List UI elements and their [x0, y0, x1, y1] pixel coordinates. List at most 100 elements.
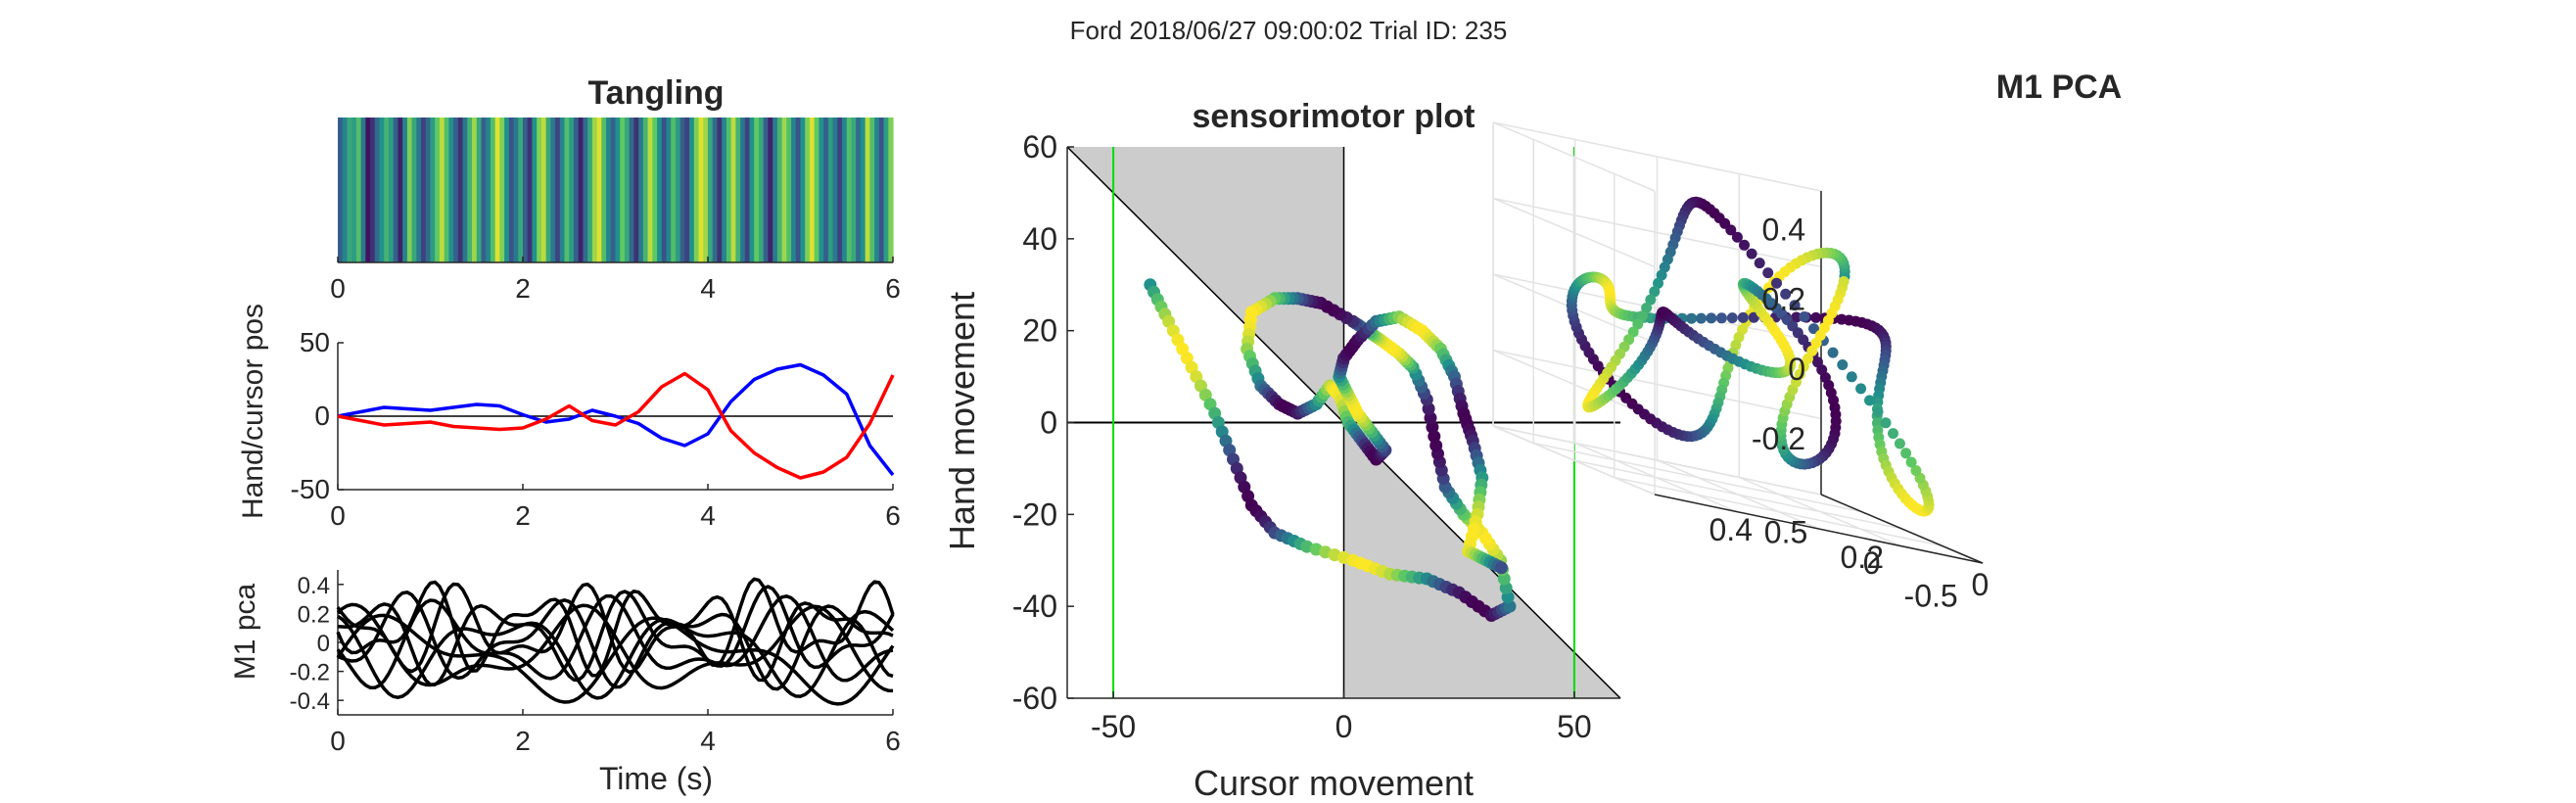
tangling-cell — [393, 118, 399, 262]
tangling-cell — [406, 118, 413, 262]
tangling-cell — [679, 118, 685, 262]
hand-cursor-ylabel: Hand/cursor pos — [237, 304, 269, 519]
tangling-cell — [411, 118, 417, 262]
x-tick-label: 6 — [885, 500, 901, 531]
m1-pca-3d-point — [1780, 288, 1792, 300]
tangling-cell — [800, 118, 806, 262]
m1-pca-3d-point — [1739, 239, 1750, 251]
m1-pca-3d-point — [1910, 465, 1922, 476]
sensorimotor-y-tick-label: 20 — [1022, 313, 1057, 349]
m1-pca-3d-gridline — [1738, 476, 1901, 547]
tangling-cell — [347, 118, 352, 262]
tangling-cell — [583, 118, 588, 262]
tangling-cell — [439, 118, 445, 262]
tangling-cell — [564, 118, 570, 262]
tangling-cell — [846, 118, 853, 262]
sensorimotor-y-tick-label: -40 — [1012, 589, 1057, 624]
tangling-cell — [888, 118, 894, 262]
tangling-title: Tangling — [587, 74, 724, 112]
m1-pca-3d-point — [1645, 294, 1657, 306]
m1-pca-3d-y-tick-label: 0 — [1863, 545, 1881, 581]
tangling-cell — [527, 118, 534, 262]
m1-pca-3d-y-axis — [1820, 494, 1984, 564]
m1-pca-3d-point — [1900, 448, 1912, 459]
tangling-cell — [578, 118, 585, 262]
tangling-cell — [717, 118, 723, 262]
y-tick-label: -50 — [291, 474, 330, 504]
m1-pca-3d-point — [1810, 311, 1822, 323]
m1-pca-3d-point — [1799, 311, 1810, 322]
tangling-cell — [540, 118, 547, 262]
tangling-cell — [805, 118, 811, 262]
m1-pca-3d-point — [1855, 383, 1867, 395]
tangling-cell — [472, 118, 478, 262]
tangling-cell — [837, 118, 843, 262]
tangling-cell — [693, 118, 700, 262]
tangling-cell — [374, 118, 381, 262]
tangling-cell — [698, 118, 704, 262]
m1-pca-3d-point — [1894, 438, 1905, 449]
m1-pca-3d-z-tick-label: 0.2 — [1762, 282, 1805, 317]
m1-pca-3d-point — [1706, 312, 1717, 324]
tangling-cell — [338, 118, 344, 262]
tangling-cell — [712, 118, 719, 262]
tangling-cell — [744, 118, 751, 262]
tangling-cell — [633, 118, 639, 262]
m1-pca-3d-gridline — [1614, 476, 1943, 547]
m1-pca-3d-point — [1888, 428, 1898, 440]
sensorimotor-xlabel: Cursor movement — [1194, 763, 1474, 803]
tangling-axes: Tangling 0 2 4 6 — [330, 74, 901, 304]
m1-pca-3d-point — [1846, 371, 1857, 383]
tangling-x-axis: 0 2 4 6 — [330, 257, 901, 304]
tangling-cell — [795, 118, 802, 262]
y-tick-label: -0.2 — [290, 660, 330, 686]
y-tick-label: 50 — [300, 327, 330, 357]
tangling-cell — [869, 118, 875, 262]
m1-pca-3d-z-tick-label: 0.4 — [1762, 212, 1805, 247]
tangling-cell — [606, 118, 612, 262]
m1-pca-3d-point — [1762, 267, 1774, 279]
tangling-cell — [425, 118, 432, 262]
m1-pca-3d-point — [1731, 231, 1743, 243]
sensorimotor-x-tick-label: 50 — [1557, 709, 1592, 744]
tangling-cell — [874, 118, 880, 262]
tangling-cell — [856, 118, 862, 262]
tangling-cell — [518, 118, 524, 262]
x-tick-label: 4 — [700, 500, 716, 531]
m1-pca-3d-x-tick-label: 0.4 — [1710, 512, 1753, 547]
tangling-cell — [388, 118, 395, 262]
tangling-cell — [351, 118, 357, 262]
sensorimotor-y-tick-label: 0 — [1040, 405, 1057, 441]
m1-pca-3d-point — [1653, 277, 1663, 289]
tangling-cell — [629, 118, 634, 262]
m1-pca-trace — [337, 609, 895, 700]
x-tick-label: 4 — [700, 726, 716, 756]
tangling-cell — [587, 118, 593, 262]
tangling-cell — [398, 118, 403, 262]
sensorimotor-x-tick-label: 0 — [1335, 709, 1353, 744]
tangling-cell — [486, 118, 492, 262]
tangling-cell — [638, 118, 644, 262]
tangling-cell — [601, 118, 607, 262]
sensorimotor-y-tick-label: -20 — [1012, 496, 1057, 532]
tangling-cell — [559, 118, 566, 262]
m1-pca-3d-point — [1754, 258, 1765, 269]
m1-pca-3d-ticks: 0.40.20-0.20.50-0.5 00.20.4 — [1710, 212, 1990, 613]
tangling-cell — [620, 118, 626, 262]
m1-pca-3d-title: M1 PCA — [1996, 69, 2122, 106]
tangling-cell — [421, 118, 427, 262]
tangling-x-tick-label: 6 — [885, 273, 901, 304]
tangling-cell — [768, 118, 773, 262]
m1-pca-3d-point — [1791, 311, 1803, 323]
m1-pca-3d-point — [1808, 323, 1819, 335]
tangling-cell — [661, 118, 668, 262]
tangling-cell — [448, 118, 454, 262]
tangling-cell — [883, 118, 889, 262]
tangling-cell — [615, 118, 621, 262]
m1-pca-axes: M1 pca Time (s) 0 2 4 6 0.40.2 0 -0.2-0.4 — [229, 570, 901, 796]
tangling-cell — [652, 118, 658, 262]
tangling-cell — [499, 118, 505, 262]
tangling-cell — [532, 118, 538, 262]
m1-pca-3d-x-axis — [1654, 494, 1984, 564]
